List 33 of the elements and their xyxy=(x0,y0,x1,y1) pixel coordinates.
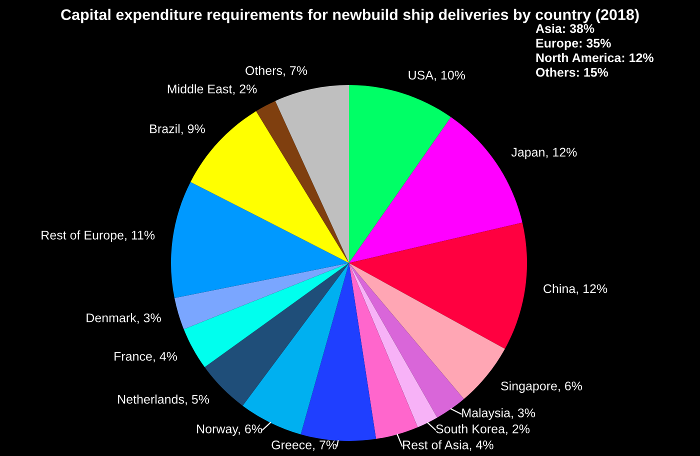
slice-label: Netherlands, 5% xyxy=(118,394,210,406)
text: Asia: 38% xyxy=(536,24,594,34)
text: Others: 15% xyxy=(536,68,608,77)
slice-label: USA, 10% xyxy=(408,70,466,82)
pie-slice xyxy=(184,263,349,368)
pie-slice xyxy=(242,263,349,434)
text: Europe: 35% xyxy=(536,38,611,50)
pie-slice xyxy=(349,263,418,439)
text: North America: 12% xyxy=(536,53,654,62)
pie-slice xyxy=(275,85,349,263)
pie-slice xyxy=(256,100,349,263)
slice-label: Denmark, 3% xyxy=(86,313,161,324)
pie-slice xyxy=(349,263,438,428)
slice-label: Others, 7% xyxy=(246,66,308,76)
pie-slice xyxy=(300,263,376,441)
pie-slice xyxy=(349,85,451,263)
slice-label: Japan, 12% xyxy=(511,148,577,160)
chart-title: Capital expenditure requirements for newbuild ship deliveries by country (2018) xyxy=(61,8,639,24)
slice-label: Greece, 7% xyxy=(272,440,337,451)
slice-label: South Korea, 2% xyxy=(436,424,530,435)
slice-label: Singapore, 6% xyxy=(501,381,582,393)
slice-label: Malaysia, 3% xyxy=(462,408,536,420)
slice-label: France, 4% xyxy=(114,352,178,362)
pie-slice xyxy=(171,182,349,298)
pie-slice xyxy=(349,222,527,349)
slice-label: Middle East, 2% xyxy=(168,84,257,95)
pie-slice xyxy=(174,263,349,330)
slice-label: Rest of Asia, 4% xyxy=(403,440,494,451)
slice-label: Norway, 6% xyxy=(197,424,262,436)
slice-label: China, 12% xyxy=(544,284,608,295)
slice-label: Rest of Europe, 11% xyxy=(42,230,155,242)
pie-slice xyxy=(349,263,464,418)
slice-label: Brazil, 9% xyxy=(150,124,205,135)
